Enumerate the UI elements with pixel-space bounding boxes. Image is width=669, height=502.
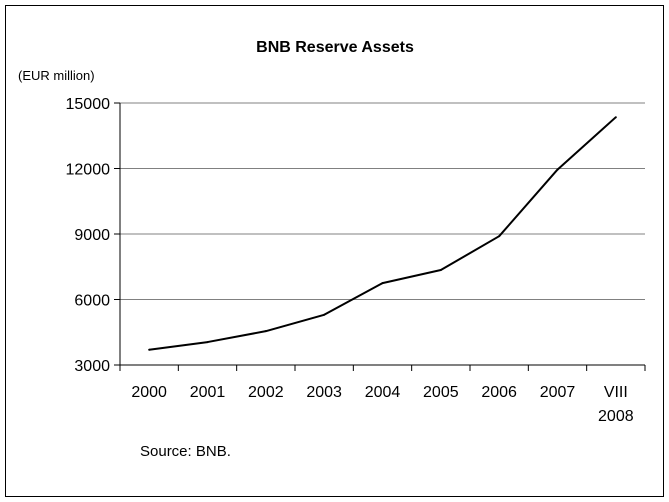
data-point xyxy=(323,313,326,316)
series-line xyxy=(149,116,617,351)
data-point xyxy=(264,330,267,333)
chart-title: BNB Reserve Assets xyxy=(256,39,414,56)
y-tick-label: 9000 xyxy=(74,227,110,244)
x-tick-label: 2007 xyxy=(540,384,576,401)
x-tick-label: 2003 xyxy=(306,384,342,401)
tick-labels: 3000 6000 9000 12000 15000 2000 2001 2002 2003 20… xyxy=(66,96,634,425)
x-tick-label: 2000 xyxy=(131,384,167,401)
source-note: Source: BNB. xyxy=(140,443,231,460)
data-point xyxy=(614,116,617,119)
x-tick-label: 2004 xyxy=(365,384,401,401)
data-point xyxy=(556,168,559,171)
y-tick-label: 6000 xyxy=(74,293,110,310)
series xyxy=(148,116,617,351)
data-point xyxy=(381,282,384,285)
y-tick-label: 3000 xyxy=(74,358,110,375)
y-tick-label: 12000 xyxy=(66,162,111,179)
x-tick-label: 2002 xyxy=(248,384,284,401)
data-point xyxy=(206,341,209,344)
x-tick-label: 2006 xyxy=(481,384,517,401)
data-point xyxy=(439,269,442,272)
chart-frame xyxy=(5,5,664,497)
x-tick-label: 2001 xyxy=(190,384,226,401)
data-point xyxy=(498,235,501,238)
y-axis-unit-label: (EUR million) xyxy=(18,68,95,83)
x-tick-label-line2: 2008 xyxy=(598,408,634,425)
data-point xyxy=(148,348,151,351)
gridlines xyxy=(120,102,645,300)
y-tick-label: 15000 xyxy=(66,96,111,113)
x-tick-label: VIII xyxy=(604,384,628,401)
axes xyxy=(114,102,646,371)
x-tick-label: 2005 xyxy=(423,384,459,401)
